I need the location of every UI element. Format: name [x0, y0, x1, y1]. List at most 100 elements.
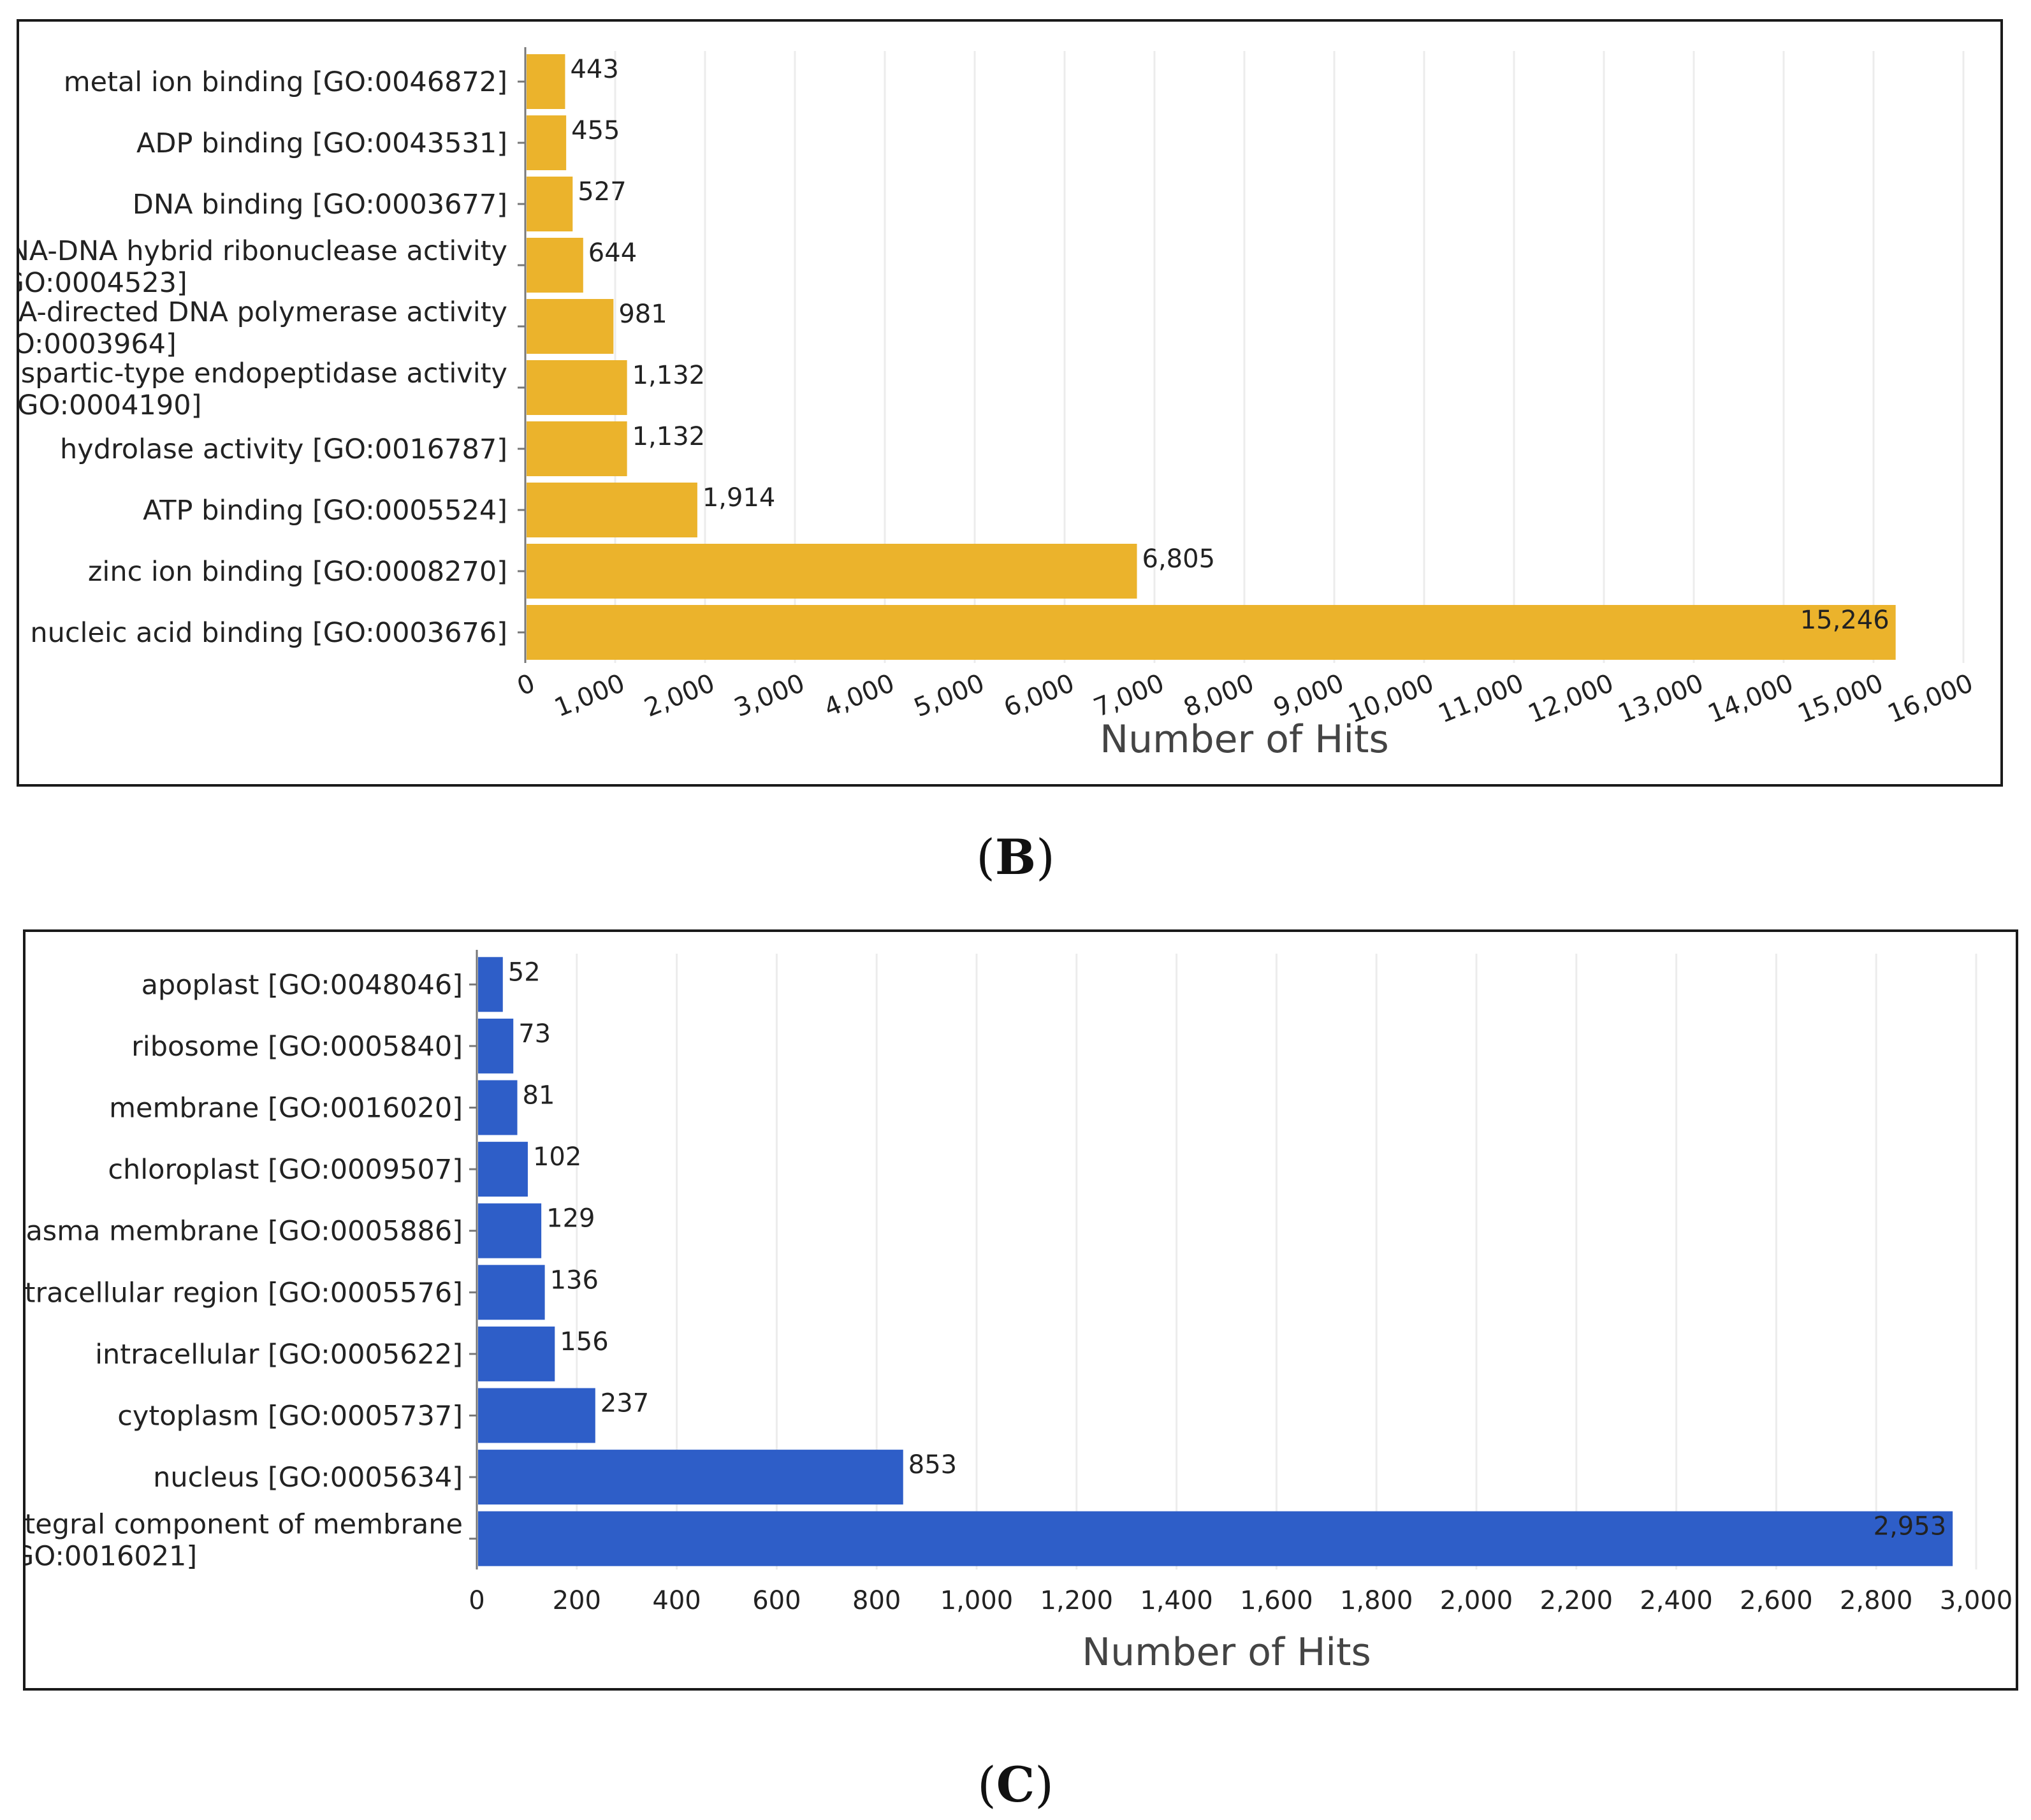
grid-lines: [614, 51, 1965, 663]
x-tick-label: 6,000: [1000, 669, 1078, 724]
x-tick-label: 1,000: [940, 1586, 1014, 1615]
value-label: 644: [588, 238, 637, 268]
x-tick-label: 800: [852, 1586, 901, 1615]
category-label: metal ion binding [GO:0046872]: [64, 66, 507, 98]
category-label-line: ribosome [GO:0005840]: [131, 1031, 463, 1063]
x-tick-label: 9,000: [1269, 669, 1348, 724]
bar: [527, 54, 565, 109]
x-tick-label: 1,600: [1240, 1586, 1313, 1615]
category-label-line: hydrolase activity [GO:0016787]: [60, 433, 507, 465]
x-tick-label: 15,000: [1794, 669, 1888, 729]
bar: [478, 1203, 542, 1258]
bar: [527, 483, 697, 537]
value-label: 81: [523, 1081, 555, 1110]
bar: [527, 605, 1896, 660]
category-label-line: membrane [GO:0016020]: [109, 1093, 463, 1125]
category-label-line: chloroplast [GO:0009507]: [108, 1154, 463, 1186]
x-tick-label: 0: [513, 669, 539, 702]
bar: [527, 421, 627, 476]
x-tick-label: 3,000: [730, 669, 808, 724]
x-tick-label: 1,000: [550, 669, 629, 724]
x-tick-label: 3,000: [1940, 1586, 2013, 1615]
value-label: 1,914: [702, 483, 776, 513]
bar: [478, 1080, 518, 1135]
bar: [527, 238, 583, 293]
category-label-line: cytoplasm [GO:0005737]: [117, 1401, 463, 1432]
x-tick-label: 0: [469, 1586, 484, 1615]
category-label: nucleic acid binding [GO:0003676]: [30, 617, 507, 649]
caption-b-letter: B: [994, 829, 1037, 885]
value-label: 455: [571, 116, 620, 145]
x-tick-label: 16,000: [1884, 669, 1977, 729]
x-tick-label: 2,000: [1440, 1586, 1513, 1615]
category-label-line: [GO:0004523]: [19, 267, 187, 299]
category-label-line: extracellular region [GO:0005576]: [25, 1277, 463, 1309]
category-label: aspartic-type endopeptidase activity [GO:…: [19, 358, 507, 421]
bar: [527, 360, 627, 415]
value-label: 1,132: [632, 422, 706, 451]
x-tick-labels: 0 200 400 600 800 1,000 1,200 1,400 1,600 1,800 2,…: [469, 1586, 2013, 1615]
category-label-line: ADP binding [GO:0043531]: [136, 127, 507, 159]
category-label: cytoplasm [GO:0005737]: [117, 1401, 463, 1432]
category-label-line: RNA-DNA hybrid ribonuclease activity: [19, 235, 507, 267]
category-label-line: plasma membrane [GO:0005886]: [25, 1216, 463, 1248]
value-label: 52: [508, 957, 541, 987]
bar-chart-b: metal ion binding [GO:0046872] ADP bindin…: [19, 47, 1977, 762]
value-label: 1,132: [632, 361, 706, 390]
bar: [478, 1450, 903, 1505]
bars: 52 73 81 102 129 136 156 237 853 2,953: [478, 957, 1953, 1566]
x-axis-title: Number of Hits: [1082, 1630, 1371, 1675]
x-tick-label: 8,000: [1179, 669, 1258, 724]
x-tick-label: 4,000: [820, 669, 898, 724]
bars: 443 455 527 644 981 1,132 1,132 1,914 6,805 15,24…: [527, 54, 1896, 660]
chart-panel-c: apoplast [GO:0048046] ribosome [GO:000584…: [23, 929, 2018, 1691]
category-label-line: apoplast [GO:0048046]: [142, 969, 463, 1001]
category-label-line: integral component of membrane: [25, 1509, 463, 1541]
value-label: 527: [578, 177, 626, 207]
value-label: 156: [560, 1327, 608, 1357]
category-label: chloroplast [GO:0009507]: [108, 1154, 463, 1186]
value-label: 2,953: [1874, 1512, 1947, 1541]
bar: [478, 1265, 545, 1320]
value-label: 981: [618, 300, 667, 329]
category-label-line: zinc ion binding [GO:0008270]: [88, 556, 507, 588]
category-label: extracellular region [GO:0005576]: [25, 1277, 463, 1309]
category-label: hydrolase activity [GO:0016787]: [60, 433, 507, 465]
bar: [527, 299, 614, 354]
x-tick-label: 1,200: [1040, 1586, 1114, 1615]
category-label-line: DNA binding [GO:0003677]: [133, 189, 507, 221]
bar: [527, 115, 567, 170]
x-tick-label: 7,000: [1089, 669, 1168, 724]
x-tick-label: 400: [652, 1586, 701, 1615]
x-tick-label: 11,000: [1434, 669, 1528, 729]
category-label-line: [GO:0016021]: [25, 1541, 197, 1573]
x-tick-label: 14,000: [1704, 669, 1798, 729]
category-label-line: ATP binding [GO:0005524]: [143, 495, 507, 527]
bar-chart-c: apoplast [GO:0048046] ribosome [GO:000584…: [25, 950, 2013, 1675]
category-label: intracellular [GO:0005622]: [95, 1339, 463, 1371]
category-label-line: [GO:0003964]: [19, 328, 177, 360]
category-label: integral component of membrane[GO:001602…: [25, 1509, 463, 1573]
category-label: nucleus [GO:0005634]: [153, 1462, 463, 1494]
category-label: RNA-DNA hybrid ribonuclease activity[GO:…: [19, 235, 507, 299]
value-label: 15,246: [1800, 606, 1889, 635]
x-tick-label: 2,400: [1640, 1586, 1713, 1615]
category-label: plasma membrane [GO:0005886]: [25, 1216, 463, 1248]
x-tick-label: 13,000: [1614, 669, 1708, 729]
category-label: zinc ion binding [GO:0008270]: [88, 556, 507, 588]
bar: [478, 1388, 595, 1443]
x-tick-label: 200: [553, 1586, 601, 1615]
x-tick-label: 1,400: [1140, 1586, 1213, 1615]
bar: [478, 1326, 555, 1381]
x-tick-label: 2,600: [1740, 1586, 1813, 1615]
bar: [478, 1511, 1953, 1566]
category-label-line: intracellular [GO:0005622]: [95, 1339, 463, 1371]
grid-lines: [576, 954, 1977, 1569]
category-label: ADP binding [GO:0043531]: [136, 127, 507, 159]
value-label: 853: [908, 1450, 957, 1480]
value-label: 6,805: [1142, 544, 1216, 574]
category-label: DNA binding [GO:0003677]: [133, 189, 507, 221]
x-tick-label: 1,800: [1340, 1586, 1413, 1615]
x-tick-label: 12,000: [1524, 669, 1618, 729]
x-tick-label: 2,000: [640, 669, 718, 724]
